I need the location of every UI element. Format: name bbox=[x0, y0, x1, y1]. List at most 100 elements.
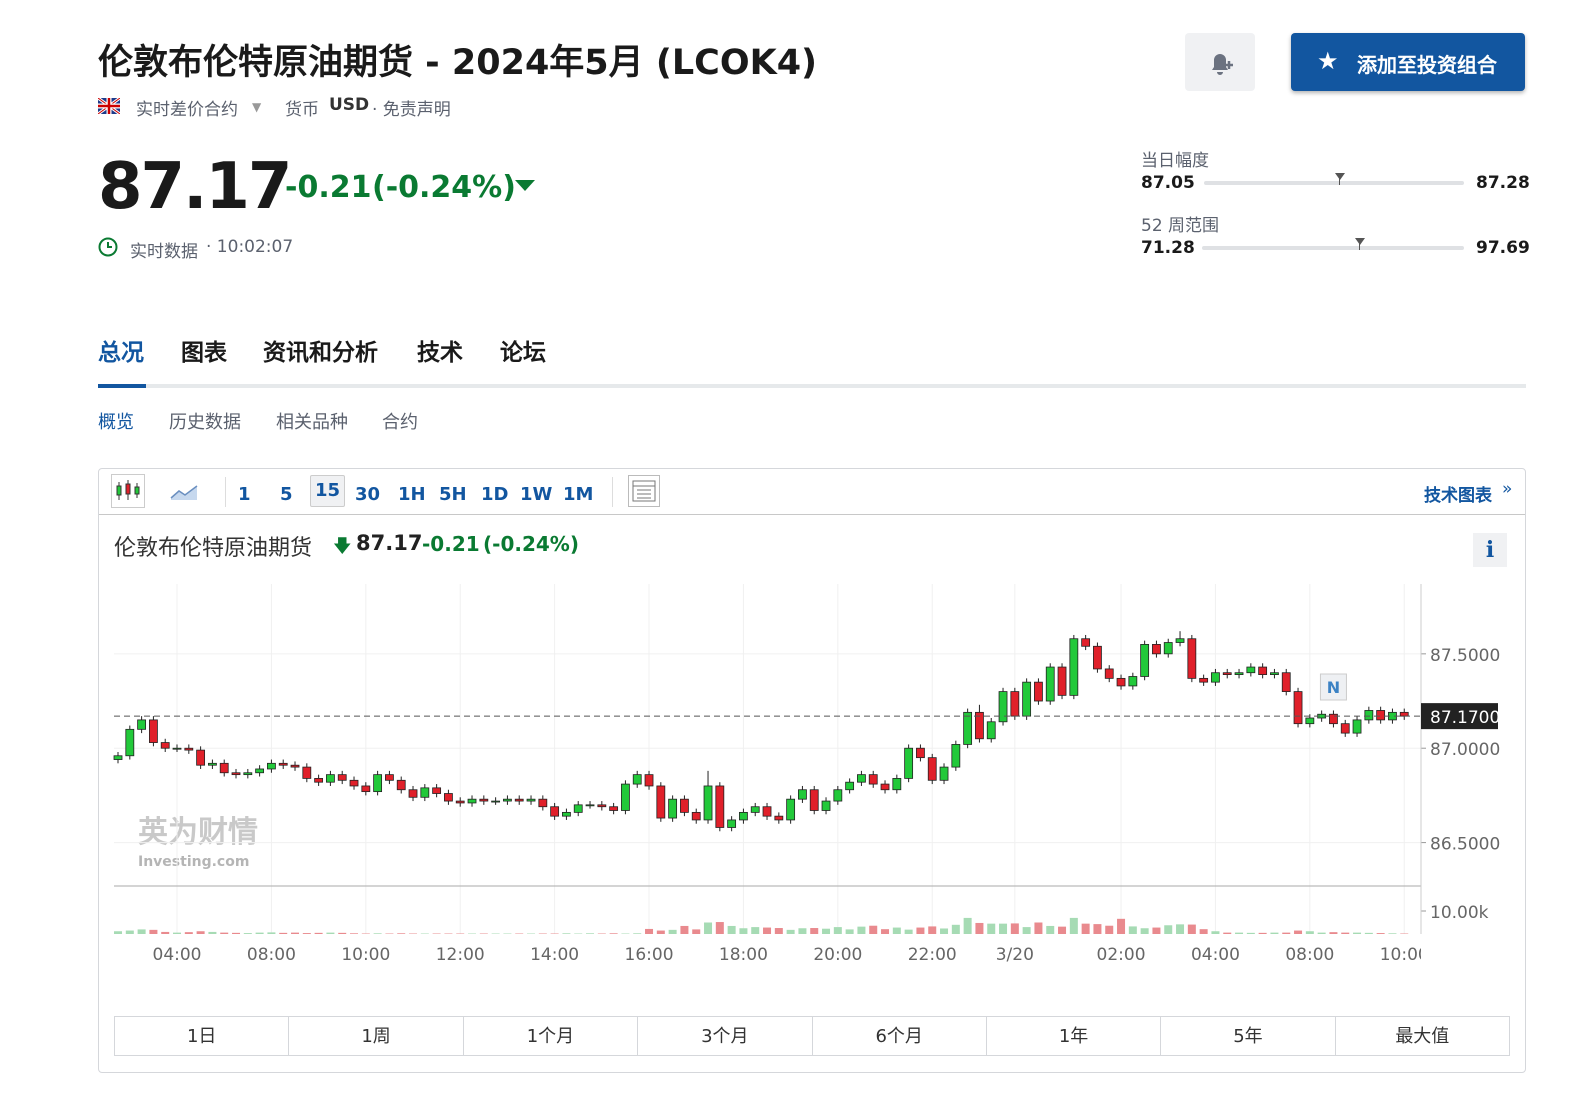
sub-tab[interactable]: 合约 bbox=[382, 412, 418, 433]
sub-tab[interactable]: 相关品种 bbox=[276, 412, 348, 433]
volume-bar bbox=[1164, 925, 1173, 934]
nav-tab[interactable]: 资讯和分析 bbox=[263, 340, 378, 366]
interval-button[interactable]: 1M bbox=[563, 484, 594, 505]
candle-body bbox=[113, 755, 123, 760]
volume-bar bbox=[715, 922, 724, 934]
nav-tab[interactable]: 技术 bbox=[417, 340, 463, 366]
volume-bar bbox=[609, 933, 618, 934]
volume-bar bbox=[397, 933, 406, 934]
candle-body bbox=[798, 789, 807, 800]
layout-button[interactable] bbox=[628, 475, 660, 507]
uk-flag bbox=[98, 98, 120, 114]
candle-body bbox=[1034, 681, 1043, 702]
period-button[interactable]: 1年 bbox=[985, 1016, 1162, 1056]
volume-bar bbox=[173, 932, 182, 934]
candle-body bbox=[656, 785, 666, 819]
range-bar bbox=[1204, 181, 1464, 185]
period-button[interactable]: 5年 bbox=[1160, 1016, 1336, 1056]
volume-bar bbox=[1376, 933, 1385, 934]
interval-button[interactable]: 1H bbox=[398, 484, 426, 505]
volume-bar bbox=[940, 928, 949, 934]
disclaimer[interactable]: · 免责声明 bbox=[372, 100, 451, 120]
volume-bar bbox=[1046, 925, 1055, 934]
volume-bar bbox=[656, 930, 665, 934]
interval-button[interactable]: 1 bbox=[238, 484, 251, 505]
candle-body bbox=[562, 811, 571, 817]
interval-button[interactable]: 5 bbox=[280, 484, 293, 505]
legend-name: 伦敦布伦特原油期货 bbox=[114, 536, 313, 561]
volume-bar bbox=[999, 923, 1008, 934]
candle-body bbox=[644, 774, 654, 787]
volume-bar bbox=[125, 930, 134, 934]
candle-body bbox=[314, 778, 324, 783]
x-tick-label: 04:00 bbox=[1191, 945, 1240, 965]
range-bar bbox=[1202, 246, 1464, 250]
volume-bar bbox=[1317, 932, 1326, 934]
legend-price: 87.17 bbox=[356, 531, 423, 555]
candle-body bbox=[786, 798, 796, 821]
interval-button[interactable]: 1W bbox=[520, 484, 553, 505]
candle-body bbox=[1187, 638, 1197, 679]
tech-chart-link[interactable]: 技术图表 bbox=[1424, 486, 1492, 506]
interval-button[interactable]: 15 bbox=[310, 475, 346, 507]
candle-body bbox=[1163, 642, 1173, 655]
sub-tab[interactable]: 概览 bbox=[98, 412, 134, 433]
candle-body bbox=[196, 749, 206, 766]
candle-body bbox=[125, 728, 135, 757]
period-button[interactable]: 1日 bbox=[114, 1016, 290, 1056]
volume-bar bbox=[267, 932, 276, 934]
candle-body bbox=[1258, 666, 1268, 675]
volume-bar bbox=[1294, 930, 1303, 934]
nav-tab[interactable]: 图表 bbox=[181, 340, 227, 366]
volume-bar bbox=[881, 929, 890, 934]
watermark-en: Investing.com bbox=[138, 854, 249, 870]
volume-bar bbox=[291, 932, 300, 934]
volume-bar bbox=[727, 925, 736, 934]
alert-button[interactable] bbox=[1185, 33, 1255, 91]
range-low: 71.28 bbox=[1141, 238, 1195, 258]
interval-button[interactable]: 5H bbox=[439, 484, 467, 505]
candle-body bbox=[727, 819, 737, 828]
candle-body bbox=[703, 785, 713, 821]
candle-body bbox=[219, 762, 229, 774]
toolbar-divider bbox=[225, 477, 226, 507]
nav-tab[interactable]: 总况 bbox=[98, 340, 144, 366]
period-button[interactable]: 3个月 bbox=[637, 1016, 813, 1056]
x-tick-label: 14:00 bbox=[530, 945, 579, 965]
info-button[interactable]: i bbox=[1473, 533, 1507, 567]
nav-tab[interactable]: 论坛 bbox=[500, 340, 546, 366]
candle-body bbox=[573, 804, 583, 813]
x-tick-label: 12:00 bbox=[436, 945, 485, 965]
volume-bar bbox=[1211, 931, 1220, 934]
quote-time: · 10:02:07 bbox=[206, 237, 294, 257]
range-low: 87.05 bbox=[1141, 173, 1195, 193]
contract-type[interactable]: 实时差价合约 bbox=[136, 100, 238, 120]
area-type-button[interactable] bbox=[168, 476, 200, 506]
volume-bar bbox=[1187, 924, 1196, 934]
volume-bar bbox=[1105, 925, 1114, 934]
candle-body bbox=[609, 806, 619, 811]
volume-bar bbox=[1270, 932, 1279, 934]
interval-button[interactable]: 30 bbox=[355, 484, 381, 505]
period-button[interactable]: 1周 bbox=[288, 1016, 464, 1056]
candle-type-button[interactable] bbox=[111, 474, 145, 508]
sub-tab[interactable]: 历史数据 bbox=[169, 412, 241, 433]
period-button[interactable]: 6个月 bbox=[811, 1016, 987, 1056]
period-button[interactable]: 最大值 bbox=[1334, 1016, 1510, 1056]
page-title: 伦敦布伦特原油期货 - 2024年5月 (LCOK4) bbox=[98, 43, 818, 83]
volume-bar bbox=[987, 923, 996, 934]
add-portfolio-button[interactable]: ★ 添加至投资组合 bbox=[1291, 33, 1525, 91]
last-price-label: 87.1700 bbox=[1430, 708, 1500, 728]
event-label: N bbox=[1327, 678, 1340, 697]
period-button[interactable]: 1个月 bbox=[462, 1016, 639, 1056]
legend-change-pct: (-0.24%) bbox=[483, 532, 579, 556]
candle-body bbox=[1222, 672, 1232, 676]
last-price-tag bbox=[1421, 703, 1498, 730]
volume-bar bbox=[916, 927, 925, 934]
interval-button[interactable]: 1D bbox=[481, 484, 509, 505]
x-tick-label: 08:00 bbox=[1285, 945, 1334, 965]
candle-body bbox=[172, 747, 182, 750]
volume-bar bbox=[1282, 932, 1291, 934]
x-tick-label: 22:00 bbox=[908, 945, 957, 965]
